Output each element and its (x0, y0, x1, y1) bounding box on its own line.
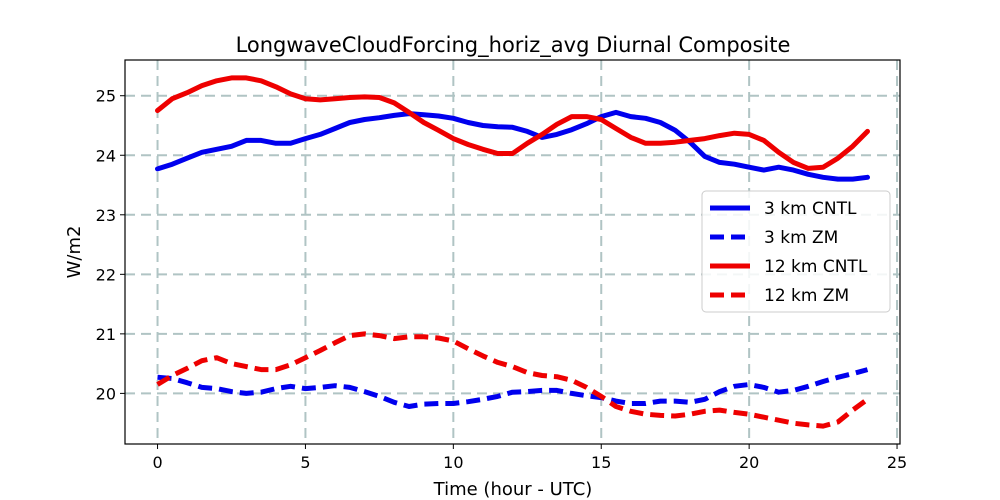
x-tick-label: 25 (887, 453, 907, 472)
plot-frame (124, 59, 901, 445)
y-tick-label: 21 (96, 325, 116, 344)
legend-label: 12 km ZM (764, 286, 849, 306)
series-line-12-km-cntl (155, 75, 870, 171)
legend-label: 3 km CNTL (764, 199, 857, 219)
x-tick-label: 15 (591, 453, 611, 472)
x-axis-label: Time (hour - UTC) (433, 479, 593, 500)
y-tick-label: 22 (96, 265, 116, 284)
chart-title: LongwaveCloudForcing_horiz_avg Diurnal C… (236, 33, 791, 58)
legend: 3 km CNTL 3 km ZM 12 km CNTL 12 km ZM (701, 190, 891, 313)
y-tick-label: 25 (96, 87, 116, 106)
legend-label: 12 km CNTL (764, 257, 868, 277)
series-line-3-km-zm (157, 367, 869, 409)
series-line-3-km-cntl (155, 109, 870, 182)
series-group (155, 75, 870, 429)
legend-box (701, 190, 891, 313)
y-axis-label: W/m2 (64, 226, 85, 279)
x-tick-label: 20 (739, 453, 759, 472)
series-line-12-km-zm (156, 331, 869, 429)
legend-label: 3 km ZM (764, 228, 838, 248)
ticks: 0 5 10 15 20 25 20 21 22 23 24 25 (96, 87, 908, 472)
x-tick-label: 5 (300, 453, 310, 472)
y-tick-label: 23 (96, 206, 116, 225)
x-tick-label: 10 (443, 453, 463, 472)
y-tick-label: 20 (96, 384, 116, 403)
y-tick-label: 24 (96, 146, 116, 165)
x-tick-label: 0 (152, 453, 162, 472)
